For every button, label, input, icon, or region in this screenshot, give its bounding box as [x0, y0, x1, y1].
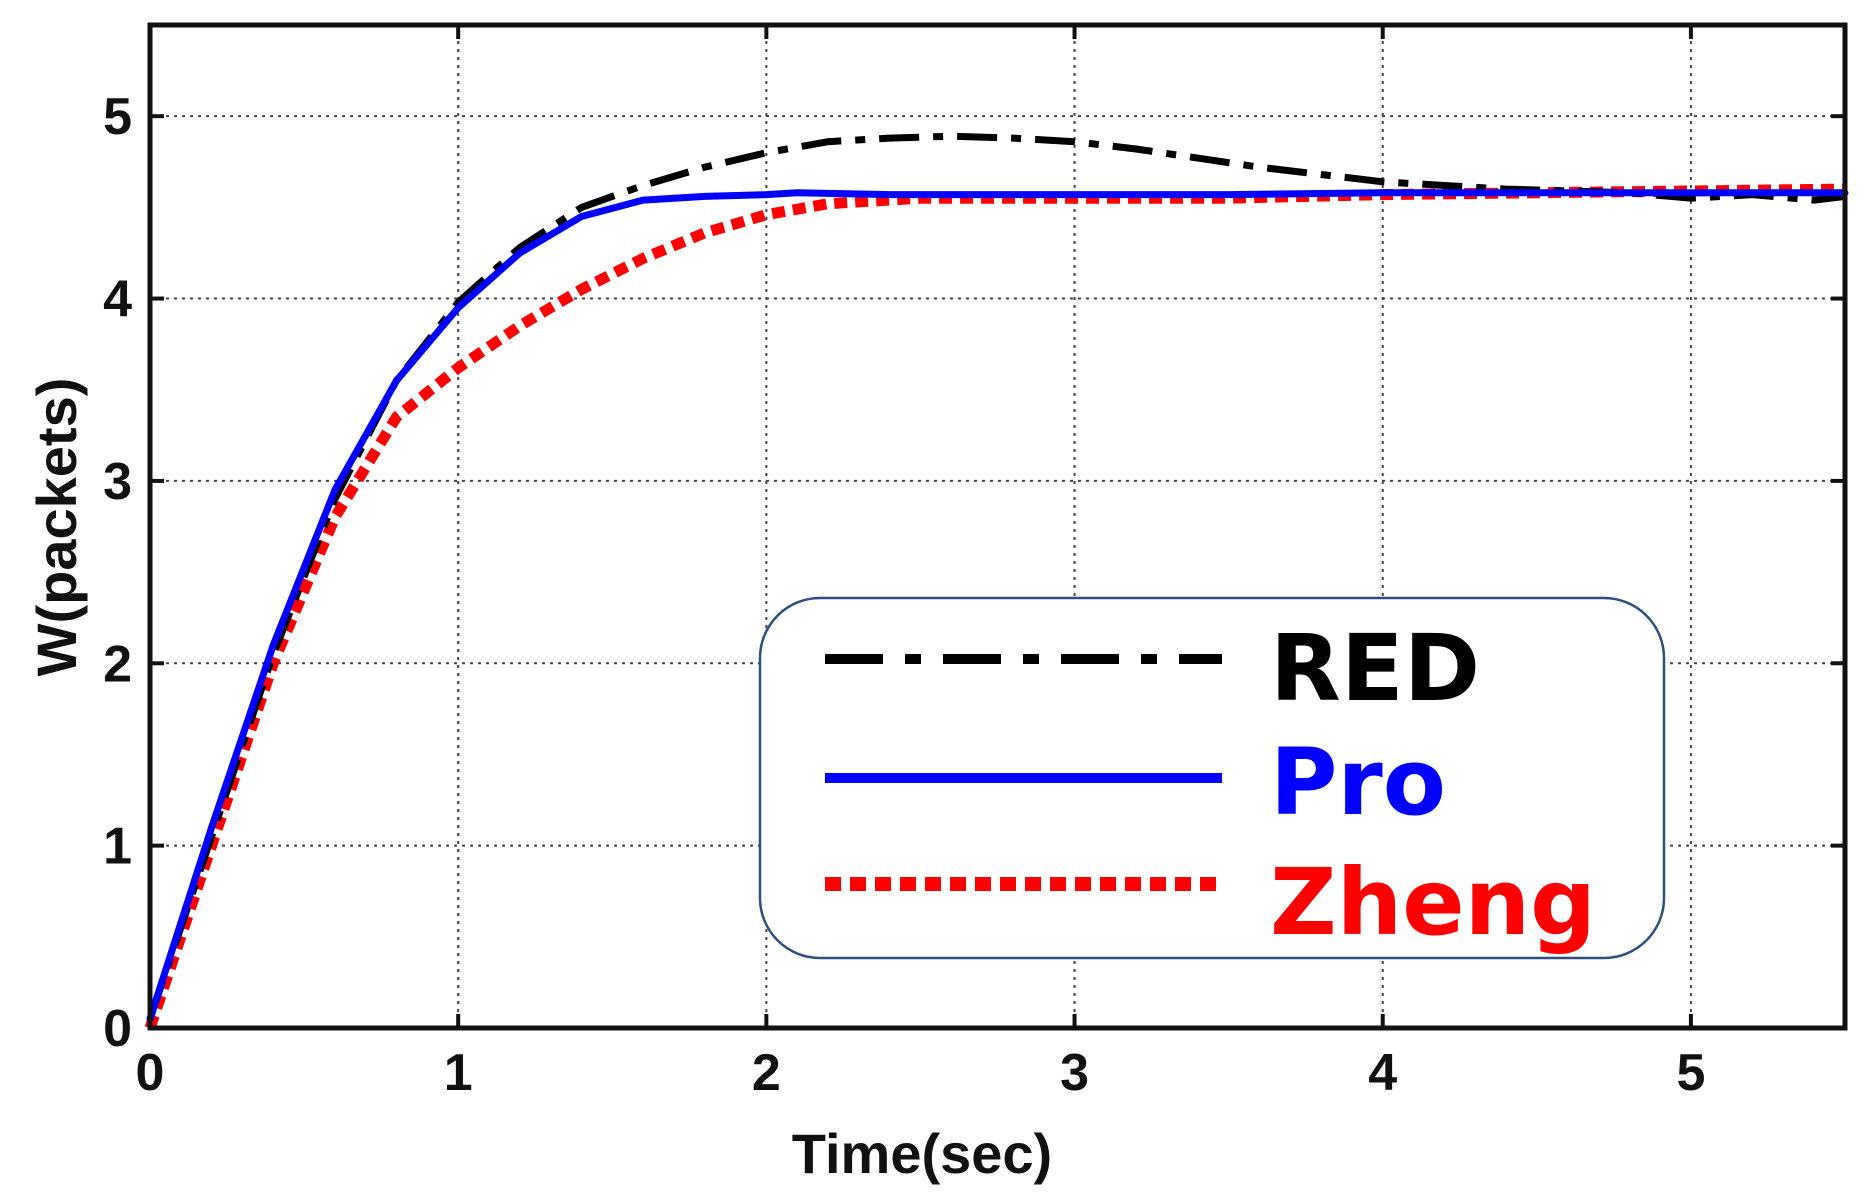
legend-label-zheng: Zheng	[1270, 849, 1596, 956]
x-tick-label: 1	[444, 1044, 473, 1102]
y-tick-label: 0	[103, 1000, 132, 1058]
y-axis-label: W(packets)	[25, 378, 88, 677]
y-tick-label: 4	[103, 271, 132, 329]
y-tick-label: 5	[103, 88, 132, 146]
legend: RED Pro Zheng	[758, 596, 1666, 960]
series-line-pro	[146, 189, 1849, 1023]
plot-frame	[147, 22, 1848, 1031]
y-tick-label: 1	[103, 818, 132, 876]
y-tick-label: 2	[103, 635, 132, 693]
tick-labels: 0 1 2 3 4 5 0 1 2 3 4 5	[103, 25, 1845, 1102]
x-tick-label: 4	[1368, 1044, 1397, 1102]
legend-label-pro: Pro	[1270, 729, 1446, 836]
x-tick-label: 2	[752, 1044, 781, 1102]
x-tick-label: 5	[1676, 1044, 1705, 1102]
x-tick-label: 0	[136, 1044, 165, 1102]
series-layer	[144, 132, 1849, 1030]
x-axis-label: Time(sec)	[792, 1122, 1052, 1185]
x-tick-label: 3	[1060, 1044, 1089, 1102]
y-tick-label: 3	[103, 453, 132, 511]
legend-label-red: RED	[1270, 615, 1480, 722]
